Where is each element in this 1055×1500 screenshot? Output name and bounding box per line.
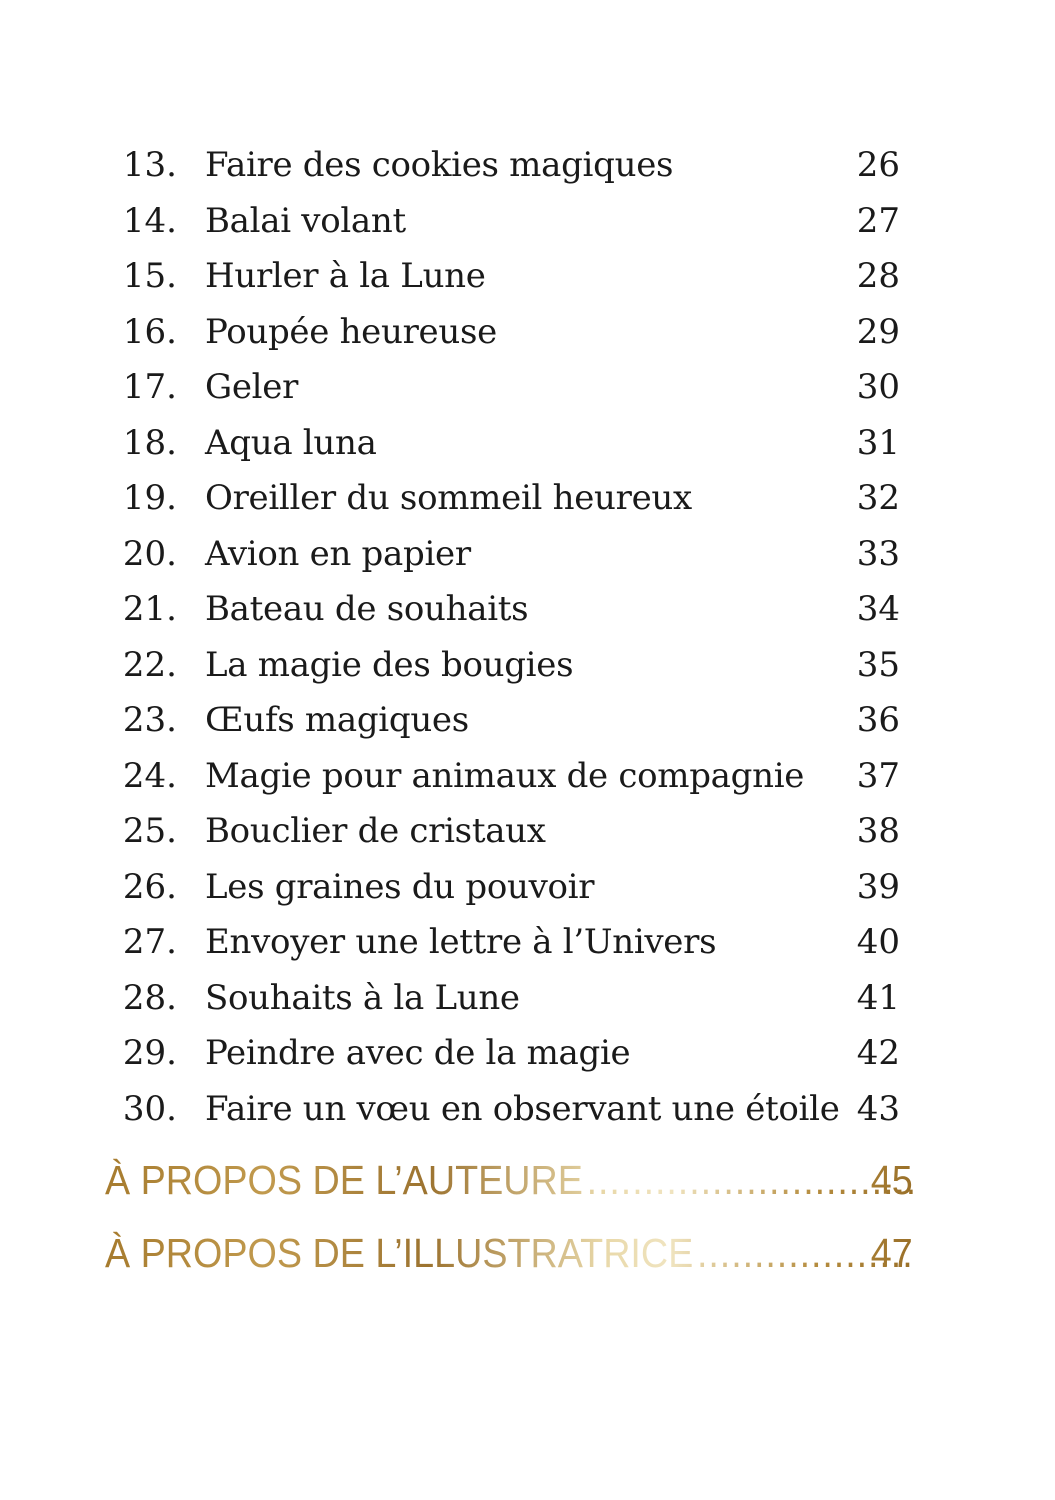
entry-number: 19. xyxy=(122,478,177,518)
toc-entry[interactable]: 30. Faire un vœu en observant une étoile 4… xyxy=(0,1082,1055,1138)
entry-number: 21. xyxy=(122,589,177,629)
toc-entry[interactable]: 15. Hurler à la Lune 28 xyxy=(0,249,1055,305)
entry-page: 39 xyxy=(856,866,900,907)
entry-number: 17. xyxy=(122,367,177,407)
entry-page: 43 xyxy=(856,1088,900,1129)
section-title: À PROPOS DE L’ILLUSTRATRICE xyxy=(105,1230,694,1276)
entry-title: Bateau de souhaits xyxy=(205,589,529,629)
entry-title: Bouclier de cristaux xyxy=(205,811,546,851)
entry-page: 41 xyxy=(856,977,900,1018)
entry-title: Geler xyxy=(205,367,299,407)
toc-entry[interactable]: 18. Aqua luna 31 xyxy=(0,416,1055,472)
entry-title: Les graines du pouvoir xyxy=(205,866,595,907)
toc-entry[interactable]: 17. Geler 30 xyxy=(0,360,1055,416)
entry-title: La magie des bougies xyxy=(205,644,574,685)
section-about-author[interactable]: À PROPOS DE L’AUTEURE ..................… xyxy=(105,1150,913,1210)
entry-page: 35 xyxy=(856,644,900,685)
section-title: À PROPOS DE L’AUTEURE xyxy=(105,1157,583,1203)
entry-title: Faire des cookies magiques xyxy=(205,145,674,185)
entry-page: 32 xyxy=(856,478,900,518)
section-page: 45 xyxy=(870,1157,913,1203)
toc-entry[interactable]: 21. Bateau de souhaits 34 xyxy=(0,582,1055,638)
toc-entry[interactable]: 28. Souhaits à la Lune 41 xyxy=(0,971,1055,1027)
entry-page: 31 xyxy=(856,422,900,463)
entry-number: 16. xyxy=(122,311,177,352)
dot-leader: ........................................… xyxy=(696,1230,868,1276)
entry-title: Aqua luna xyxy=(205,422,377,463)
entry-page: 29 xyxy=(856,311,900,352)
toc-entry[interactable]: 24. Magie pour animaux de compagnie 37 xyxy=(0,749,1055,805)
dot-leader: ........................................… xyxy=(586,1157,861,1203)
toc-entry[interactable]: 13. Faire des cookies magiques 26 xyxy=(0,138,1055,194)
entry-number: 24. xyxy=(122,755,177,796)
table-of-contents: 13. Faire des cookies magiques 26 14. Balai … xyxy=(0,138,1055,1137)
toc-entry[interactable]: 26. Les graines du pouvoir 39 xyxy=(0,860,1055,916)
entry-number: 28. xyxy=(122,977,177,1018)
toc-entry[interactable]: 19. Oreiller du sommeil heureux 32 xyxy=(0,471,1055,527)
entry-number: 27. xyxy=(122,922,177,962)
entry-page: 26 xyxy=(856,145,900,185)
entry-number: 25. xyxy=(122,811,177,851)
entry-number: 20. xyxy=(122,533,177,574)
section-page: 47 xyxy=(870,1230,913,1276)
entry-title: Envoyer une lettre à l’Univers xyxy=(205,922,717,962)
section-about-illustrator[interactable]: À PROPOS DE L’ILLUSTRATRICE ............… xyxy=(105,1223,913,1283)
entry-number: 14. xyxy=(122,200,177,241)
entry-number: 26. xyxy=(122,866,177,907)
entry-title: Œufs magiques xyxy=(205,700,469,740)
entry-number: 29. xyxy=(122,1033,177,1073)
toc-entry[interactable]: 14. Balai volant 27 xyxy=(0,194,1055,250)
entry-number: 13. xyxy=(122,145,177,185)
entry-title: Faire un vœu en observant une étoile xyxy=(205,1088,840,1129)
toc-entry[interactable]: 25. Bouclier de cristaux 38 xyxy=(0,804,1055,860)
toc-entry[interactable]: 20. Avion en papier 33 xyxy=(0,527,1055,583)
entry-page: 33 xyxy=(856,533,900,574)
entry-title: Avion en papier xyxy=(205,533,471,574)
entry-page: 38 xyxy=(856,811,900,851)
entry-title: Hurler à la Lune xyxy=(205,256,486,296)
entry-page: 42 xyxy=(856,1033,900,1073)
entry-number: 22. xyxy=(122,644,177,685)
entry-title: Souhaits à la Lune xyxy=(205,977,520,1018)
entry-number: 30. xyxy=(122,1088,177,1129)
entry-page: 40 xyxy=(856,922,900,962)
entry-page: 37 xyxy=(856,755,900,796)
entry-page: 34 xyxy=(856,589,900,629)
entry-number: 18. xyxy=(122,422,177,463)
entry-title: Balai volant xyxy=(205,200,406,241)
entry-page: 36 xyxy=(856,700,900,740)
toc-entry[interactable]: 29. Peindre avec de la magie 42 xyxy=(0,1026,1055,1082)
entry-title: Oreiller du sommeil heureux xyxy=(205,478,692,518)
entry-page: 27 xyxy=(856,200,900,241)
entry-page: 30 xyxy=(856,367,900,407)
entry-number: 15. xyxy=(122,256,177,296)
toc-entry[interactable]: 22. La magie des bougies 35 xyxy=(0,638,1055,694)
entry-number: 23. xyxy=(122,700,177,740)
toc-entry[interactable]: 16. Poupée heureuse 29 xyxy=(0,305,1055,361)
entry-title: Magie pour animaux de compagnie xyxy=(205,755,805,796)
toc-entry[interactable]: 23. Œufs magiques 36 xyxy=(0,693,1055,749)
entry-page: 28 xyxy=(856,256,900,296)
entry-title: Poupée heureuse xyxy=(205,311,497,352)
toc-entry[interactable]: 27. Envoyer une lettre à l’Univers 40 xyxy=(0,915,1055,971)
entry-title: Peindre avec de la magie xyxy=(205,1033,631,1073)
